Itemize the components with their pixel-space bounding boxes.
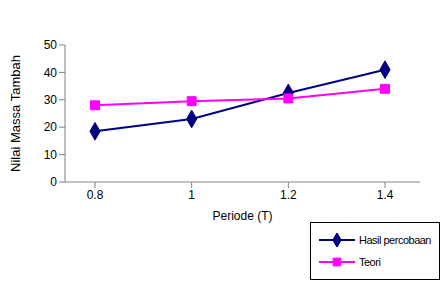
svg-text:1.2: 1.2 — [280, 188, 297, 202]
svg-text:0.8: 0.8 — [87, 188, 104, 202]
svg-text:20: 20 — [44, 120, 58, 134]
svg-text:50: 50 — [44, 38, 58, 52]
html-text:Teori: Teori — [359, 256, 381, 268]
svg-text:1: 1 — [188, 188, 195, 202]
svg-text:Periode (T): Periode (T) — [212, 209, 272, 223]
svg-text:Nilai Massa Tambah: Nilai Massa Tambah — [8, 55, 23, 172]
svg-text:30: 30 — [44, 93, 58, 107]
svg-text:1.4: 1.4 — [377, 188, 394, 202]
html-text:Hasil percobaan: Hasil percobaan — [359, 234, 431, 246]
svg-text:10: 10 — [44, 148, 58, 162]
svg-text:0: 0 — [50, 175, 57, 189]
svg-text:40: 40 — [44, 66, 58, 80]
